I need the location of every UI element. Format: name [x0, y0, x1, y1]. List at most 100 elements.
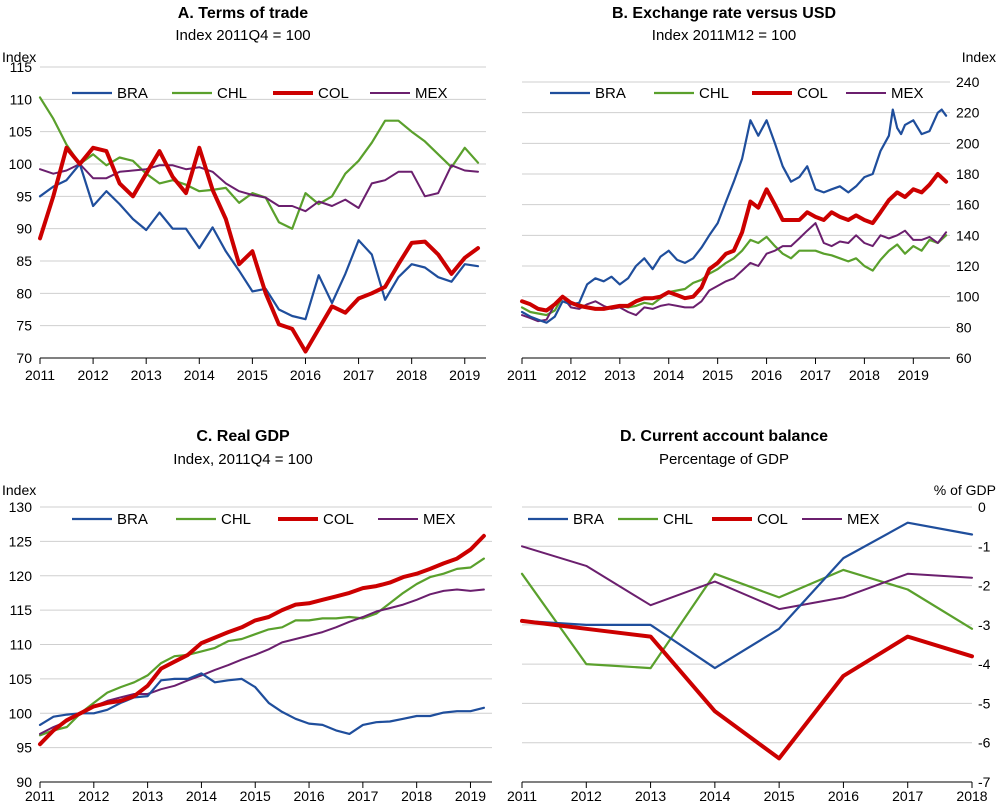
y-tick-label: 120 [956, 258, 980, 274]
x-tick-label: 2013 [131, 367, 162, 383]
y-tick-label: 105 [9, 124, 33, 140]
legend-label-mex: MEX [423, 511, 456, 528]
legend-label-chl: CHL [699, 85, 729, 102]
y-tick-label: -2 [978, 578, 991, 594]
y-tick-label: -4 [978, 656, 991, 672]
legend-label-bra: BRA [595, 85, 626, 102]
series-line-mex [39, 163, 479, 213]
x-tick-label: 2017 [343, 367, 374, 383]
y-tick-label: 110 [10, 91, 33, 107]
x-tick-label: 2017 [800, 367, 831, 383]
chart-subtitle: Index 2011Q4 = 100 [175, 27, 310, 44]
chart-title: D. Current account balance [620, 428, 828, 445]
y-tick-label: 85 [16, 253, 32, 269]
series-line-col [38, 533, 486, 747]
x-tick-label: 2011 [507, 788, 537, 804]
x-tick-label: 2013 [604, 367, 635, 383]
legend-label-chl: CHL [217, 85, 247, 102]
x-tick-label: 2012 [78, 367, 109, 383]
chart-subtitle: Index, 2011Q4 = 100 [173, 451, 312, 468]
y-tick-label: 120 [9, 568, 33, 584]
legend-label-bra: BRA [117, 85, 148, 102]
chart-title: A. Terms of trade [178, 5, 309, 22]
y-tick-label: 125 [9, 533, 33, 549]
x-tick-label: 2014 [699, 788, 730, 804]
series-line-mex [39, 588, 485, 735]
x-tick-label: 2018 [401, 788, 432, 804]
y-tick-label: 80 [16, 285, 32, 301]
y-tick-label: -1 [978, 538, 991, 554]
legend-label-chl: CHL [221, 511, 251, 528]
y-tick-label: 110 [10, 637, 33, 653]
x-tick-label: 2014 [184, 367, 215, 383]
y-axis-label: Index [2, 482, 36, 498]
series-line-mex [521, 545, 973, 611]
x-tick-label: 2018 [849, 367, 880, 383]
y-tick-label: 100 [956, 289, 980, 305]
legend-label-bra: BRA [573, 511, 604, 528]
y-tick-label: 60 [956, 350, 972, 366]
legend-label-mex: MEX [847, 511, 880, 528]
x-tick-label: 2013 [635, 788, 666, 804]
chart-subtitle: Index 2011M12 = 100 [652, 27, 796, 44]
x-tick-label: 2012 [78, 788, 109, 804]
series-line-chl [38, 96, 480, 230]
series-line-col [520, 618, 974, 761]
y-tick-label: 75 [16, 318, 32, 334]
series-line-chl [520, 568, 974, 670]
x-tick-label: 2016 [751, 367, 782, 383]
x-tick-label: 2012 [555, 367, 586, 383]
legend-label-col: COL [318, 85, 349, 102]
series-line-bra [38, 162, 480, 321]
chart-title: B. Exchange rate versus USD [612, 5, 836, 22]
y-axis-label: % of GDP [934, 482, 996, 498]
y-tick-label: 95 [16, 740, 32, 756]
x-tick-label: 2011 [25, 367, 55, 383]
series-line-col [520, 172, 949, 313]
y-tick-label: 140 [956, 227, 980, 243]
legend-label-mex: MEX [891, 85, 924, 102]
panel-a: A. Terms of trade Index 2011Q4 = 100 Index… [2, 5, 486, 383]
x-tick-label: 2012 [571, 788, 602, 804]
series-line-bra [520, 108, 948, 324]
x-tick-label: 2016 [290, 367, 321, 383]
x-tick-label: 2015 [702, 367, 733, 383]
y-tick-label: 220 [956, 105, 980, 121]
x-tick-label: 2019 [449, 367, 480, 383]
y-tick-label: 80 [956, 319, 972, 335]
y-axis-label: Index [962, 49, 996, 65]
x-tick-label: 2014 [186, 788, 217, 804]
x-tick-label: 2017 [892, 788, 923, 804]
series-line-bra [520, 521, 974, 670]
y-tick-label: 180 [956, 166, 980, 182]
x-tick-label: 2011 [507, 367, 537, 383]
y-tick-label: 90 [16, 774, 32, 790]
y-tick-label: 200 [956, 135, 980, 151]
y-tick-label: 105 [9, 671, 33, 687]
series-line-bra [38, 672, 485, 736]
y-tick-label: 130 [9, 499, 33, 515]
chart-title: C. Real GDP [196, 428, 290, 445]
panel-c: C. Real GDP Index, 2011Q4 = 100 Index 90 95 1… [2, 428, 492, 804]
y-axis-label: Index [2, 49, 36, 65]
y-tick-label: 90 [16, 221, 32, 237]
y-tick-label: 115 [10, 59, 33, 75]
x-tick-label: 2015 [764, 788, 795, 804]
x-tick-label: 2019 [455, 788, 486, 804]
legend-label-bra: BRA [117, 511, 148, 528]
x-tick-label: 2018 [396, 367, 427, 383]
x-tick-label: 2017 [347, 788, 378, 804]
x-tick-label: 2013 [132, 788, 163, 804]
chart-subtitle: Percentage of GDP [659, 451, 789, 468]
legend-label-chl: CHL [663, 511, 693, 528]
y-tick-label: 100 [9, 156, 33, 172]
y-tick-label: 100 [9, 705, 33, 721]
panel-b: B. Exchange rate versus USD Index 2011M12… [507, 5, 996, 383]
y-tick-label: 95 [16, 188, 32, 204]
x-tick-label: 2016 [293, 788, 324, 804]
series-line-col [38, 145, 480, 354]
y-tick-label: -7 [978, 774, 991, 790]
x-tick-label: 2016 [828, 788, 859, 804]
x-tick-label: 2019 [898, 367, 929, 383]
